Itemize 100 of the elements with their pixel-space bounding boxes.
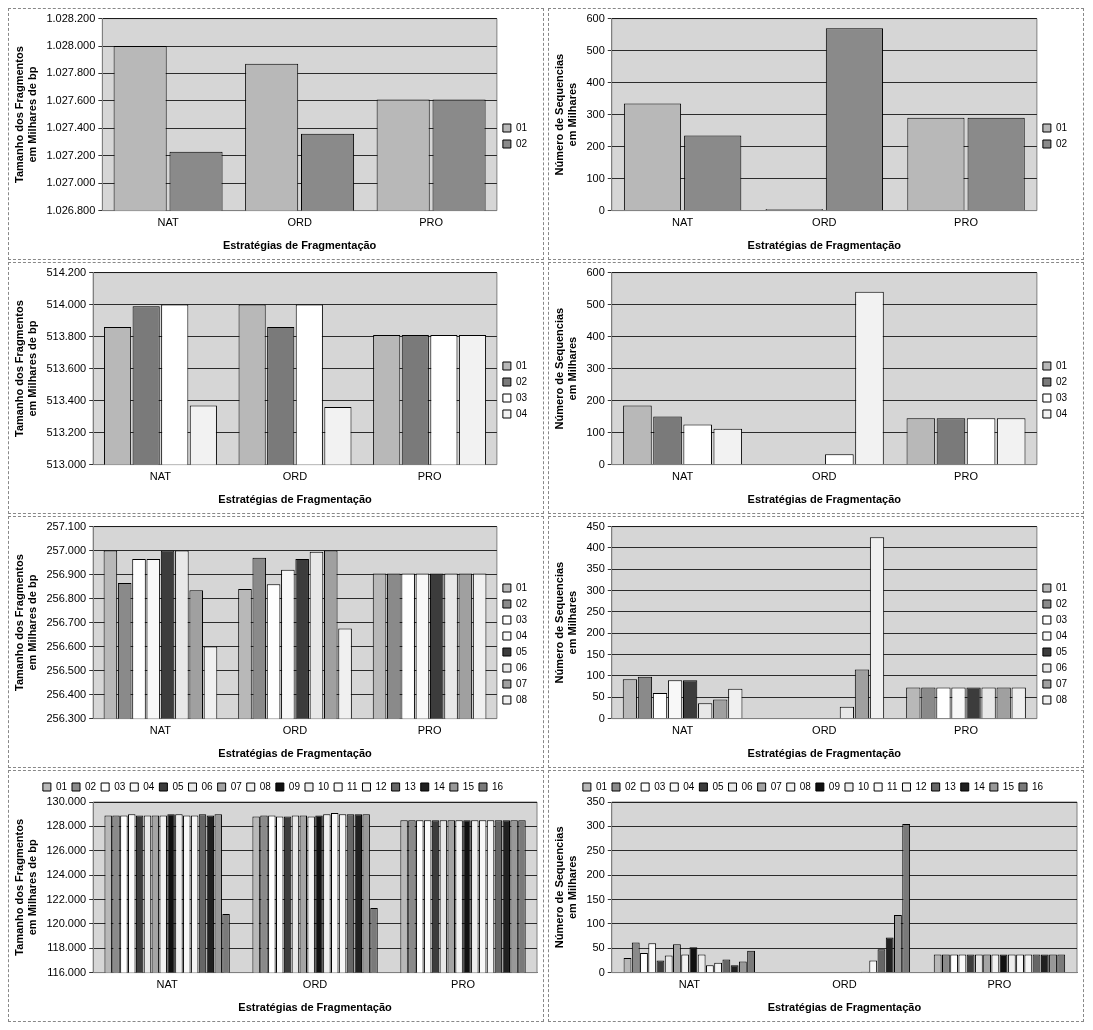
y-tick-label: 500 <box>586 43 605 56</box>
x-tick-label: ORD <box>812 470 837 483</box>
x-tick-label: NAT <box>672 216 694 229</box>
legend-label: 12 <box>375 780 388 792</box>
y-tick-label: 124.000 <box>46 868 87 881</box>
y-tick-label: 350 <box>586 795 605 808</box>
y-tick-label: 100 <box>586 668 605 681</box>
y-tick-label: 50 <box>592 941 605 954</box>
legend-label: 03 <box>1055 613 1068 625</box>
y-tick-label: 513.400 <box>46 393 87 406</box>
y-tick-label: 400 <box>586 75 605 88</box>
y-tick-label: 257.100 <box>46 519 87 532</box>
legend-label: 16 <box>1031 780 1044 792</box>
legend-label: 03 <box>515 391 528 403</box>
legend-label: 07 <box>1055 677 1068 689</box>
y-tick-label: 256.700 <box>46 615 87 628</box>
y-tick-label: 150 <box>586 892 605 905</box>
y-tick-label: 122.000 <box>46 892 87 905</box>
y-tick-label: 257.000 <box>46 543 87 556</box>
x-tick-label: NAT <box>672 470 694 483</box>
legend-label: 05 <box>172 780 184 792</box>
y-tick-label: 50 <box>592 690 605 703</box>
y-axis-title: Número de Sequencias em Milhares <box>552 826 578 949</box>
legend-label: 13 <box>944 780 957 792</box>
legend-label: 13 <box>404 780 417 792</box>
legend-label: 01 <box>595 780 608 792</box>
y-tick-label: 0 <box>598 965 605 978</box>
x-axis-title: Estratégias de Fragmentação <box>218 493 373 506</box>
legend-label: 14 <box>433 780 446 792</box>
legend-label: 11 <box>887 780 898 792</box>
x-axis-title: Estratégias de Fragmentação <box>238 1001 393 1014</box>
y-tick-label: 513.600 <box>46 361 87 374</box>
x-axis-title: Estratégias de Fragmentação <box>747 493 902 506</box>
legend-label: 03 <box>1055 391 1068 403</box>
legend-label: 05 <box>515 645 528 657</box>
y-tick-label: 128.000 <box>46 819 87 832</box>
y-tick-label: 256.400 <box>46 687 87 700</box>
legend-label: 08 <box>515 693 528 705</box>
y-tick-label: 100 <box>586 916 605 929</box>
legend-label: 04 <box>1055 407 1068 419</box>
x-axis-title: Estratégias de Fragmentação <box>218 747 373 760</box>
legend-label: 07 <box>230 780 243 792</box>
y-axis-title: Tamanho dos Fragmentos em Milhares de bp <box>12 818 38 956</box>
x-tick-label: PRO <box>954 724 979 737</box>
y-tick-label: 1.027.000 <box>46 176 96 189</box>
legend-label: 06 <box>1055 661 1068 673</box>
y-tick-label: 300 <box>586 107 605 120</box>
legend-label: 11 <box>347 780 358 792</box>
x-tick-label: PRO <box>954 216 979 229</box>
legend-label: 02 <box>515 597 528 609</box>
x-tick-label: ORD <box>302 978 328 991</box>
legend-label: 05 <box>712 780 724 792</box>
y-tick-label: 126.000 <box>46 843 87 856</box>
y-tick-label: 400 <box>586 540 605 553</box>
y-tick-label: 1.027.600 <box>46 93 96 106</box>
x-tick-label: ORD <box>812 216 837 229</box>
y-tick-label: 200 <box>586 139 605 152</box>
y-tick-label: 0 <box>598 711 605 724</box>
legend-label: 07 <box>770 780 783 792</box>
y-tick-label: 250 <box>586 843 605 856</box>
legend-label: 02 <box>1055 597 1068 609</box>
y-tick-label: 256.900 <box>46 567 87 580</box>
legend-label: 01 <box>1055 359 1068 371</box>
x-tick-label: NAT <box>678 978 701 991</box>
y-tick-label: 514.000 <box>46 297 87 310</box>
legend-label: 10 <box>857 780 870 792</box>
y-tick-label: 250 <box>586 604 605 617</box>
y-tick-label: 400 <box>586 329 605 342</box>
x-axis-title: Estratégias de Fragmentação <box>747 239 902 252</box>
y-tick-label: 1.027.400 <box>46 121 96 134</box>
legend-label: 02 <box>625 780 637 792</box>
legend-label: 01 <box>515 359 528 371</box>
legend-label: 05 <box>1055 645 1068 657</box>
x-tick-label: ORD <box>832 978 857 991</box>
x-axis-title: Estratégias de Fragmentação <box>767 1001 922 1014</box>
x-tick-label: PRO <box>417 724 442 737</box>
y-tick-label: 500 <box>586 297 605 310</box>
y-tick-label: 1.028.000 <box>46 39 96 52</box>
x-axis-title: Estratégias de Fragmentação <box>747 747 902 760</box>
legend-label: 03 <box>654 780 666 792</box>
legend-label: 02 <box>515 137 528 149</box>
legend-label: 06 <box>741 780 754 792</box>
y-tick-label: 1.027.200 <box>46 148 96 161</box>
y-tick-label: 514.200 <box>46 265 87 278</box>
y-tick-label: 1.028.200 <box>46 11 96 24</box>
y-tick-label: 120.000 <box>46 916 87 929</box>
legend-label: 12 <box>915 780 928 792</box>
legend-label: 02 <box>515 375 528 387</box>
y-tick-label: 100 <box>586 425 605 438</box>
legend-label: 14 <box>973 780 986 792</box>
y-tick-label: 150 <box>586 647 605 660</box>
legend-label: 08 <box>799 780 812 792</box>
legend-label: 06 <box>201 780 214 792</box>
y-tick-label: 513.000 <box>46 457 87 470</box>
x-tick-label: NAT <box>156 978 179 991</box>
x-tick-label: PRO <box>451 978 476 991</box>
legend-label: 15 <box>462 780 475 792</box>
legend-label: 02 <box>1055 375 1068 387</box>
y-tick-label: 300 <box>586 583 605 596</box>
y-tick-label: 350 <box>586 562 605 575</box>
